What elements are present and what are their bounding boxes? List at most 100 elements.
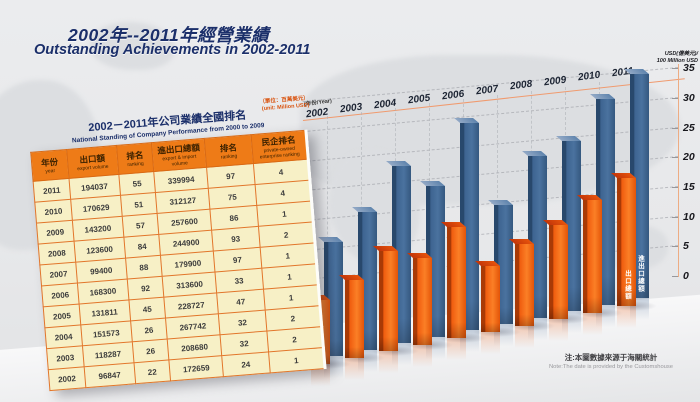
table-cell: 1	[268, 347, 326, 373]
table-cell: 2009	[36, 220, 74, 245]
bar-export-2003	[339, 274, 364, 358]
bar-reflection	[549, 319, 568, 346]
table-cell: 2011	[33, 178, 71, 203]
axis-tick-label: 10	[683, 210, 695, 223]
axis-tick	[672, 276, 678, 277]
bar-shadow	[575, 307, 623, 318]
bar-export-2006	[441, 222, 466, 339]
axis-tick-label: 30	[683, 92, 695, 105]
bar-reflection	[379, 351, 398, 378]
bar-shadow	[439, 333, 487, 344]
table-cell: 2002	[48, 366, 86, 391]
axis-tick	[672, 68, 678, 70]
y-axis-unit-label: USD(億美元)/ 100 Million USD	[638, 51, 698, 64]
data-source-note-en: Note:The date is provided by the Customs…	[548, 364, 674, 370]
year-label: 2010	[577, 69, 601, 84]
data-source-note: 注:本圖數據來源于海關統計 Note:The date is provided …	[524, 352, 698, 370]
bar-top-face	[556, 136, 581, 142]
page-title-zh: 2002年--2011年經營業績	[68, 25, 270, 45]
bar-reflection	[447, 338, 466, 365]
axis-tick-label: 5	[683, 240, 689, 253]
axis-tick	[672, 127, 678, 129]
bar-export-2011: 出口總額	[611, 173, 636, 307]
bar-export-2004	[373, 246, 398, 352]
bar-top-face	[522, 150, 547, 156]
table-cell: 88	[125, 255, 163, 280]
table-cell: 2010	[34, 199, 73, 224]
bar-top-face	[318, 237, 343, 243]
axis-tick-label: 20	[683, 151, 695, 164]
series-label-import-export: 進出口總額	[636, 254, 644, 293]
table-cell: 2003	[46, 345, 85, 370]
table-cell: 26	[131, 338, 170, 363]
column-header: 民企排名 private-owned enterprise ranking	[250, 130, 309, 164]
bar-shadow	[303, 359, 351, 369]
bar-top-face	[352, 206, 377, 212]
page-title-en: Outstanding Achievements in 2002-2011	[34, 42, 311, 58]
bar-top-face	[454, 118, 479, 124]
table-cell: 57	[121, 213, 160, 238]
axis-tick	[672, 98, 678, 100]
bar-shadow	[507, 320, 555, 331]
table-cell: 2005	[43, 303, 81, 328]
column-header: 排名 ranking	[204, 134, 254, 168]
column-header: 排名 ranking	[116, 142, 155, 175]
bar-export-2005	[407, 252, 432, 345]
bar-export-2008	[509, 239, 534, 326]
axis-tick-label: 25	[683, 121, 695, 134]
table-cell: 92	[126, 276, 165, 301]
bar-shadow	[541, 314, 589, 325]
column-header: 出口額 export volume	[66, 145, 119, 179]
bar-reflection	[311, 364, 330, 390]
axis-tick	[672, 216, 678, 218]
bar-shadow	[405, 339, 453, 350]
y-axis-unit-line2: 100 Million USD	[656, 57, 698, 64]
series-label-export: 出口總額	[623, 270, 631, 301]
table-cell: 22	[133, 359, 171, 384]
table-cell: 2007	[39, 262, 78, 286]
bar-top-face	[590, 93, 615, 99]
y-axis-unit-line1: USD(億美元)/	[664, 51, 698, 57]
bar-reflection	[617, 306, 636, 333]
year-label: 2007	[475, 83, 499, 98]
bar-shadow	[337, 352, 385, 363]
bar-reflection	[583, 312, 602, 339]
bar-export-2007	[475, 261, 500, 332]
table-cell: 45	[128, 297, 166, 321]
table-cell: 24	[221, 351, 271, 377]
table-cell: 96847	[84, 362, 136, 388]
axis-tick-label: 0	[683, 270, 689, 282]
table-cell: 26	[130, 318, 168, 342]
year-label: 2008	[509, 79, 533, 93]
y-axis-line	[678, 64, 679, 277]
axis-tick-label: 35	[683, 62, 695, 75]
table-cell: 55	[118, 171, 156, 196]
bar-reflection	[413, 344, 432, 371]
chart-gridline	[302, 126, 679, 162]
bar-reflection	[481, 332, 500, 358]
bar-export-2009	[543, 219, 568, 320]
performance-table: 年份 year 出口額 export volume 排名 ranking 進出口總額 expo…	[30, 129, 327, 392]
bar-top-face	[386, 161, 411, 167]
axis-tick-label: 15	[683, 181, 695, 194]
bar-shadow	[609, 301, 657, 312]
table-cell: 2008	[38, 241, 76, 266]
data-source-note-zh: 注:本圖數據來源于海關統計	[564, 353, 658, 362]
bar-shadow	[371, 346, 419, 357]
year-label: 2005	[407, 92, 431, 107]
performance-table-panel: （單位：百萬美元） (unit: Million USD) 2002－2011年…	[28, 95, 327, 392]
table-cell: 2006	[41, 283, 79, 307]
table-cell: 172659	[169, 355, 224, 381]
column-header: 進出口總額 export & import volume	[151, 138, 207, 172]
bar-reflection	[345, 357, 364, 384]
table-cell: 51	[120, 192, 158, 217]
bar-shadow	[473, 327, 521, 337]
bar-top-face	[420, 180, 445, 186]
year-label: 2009	[543, 74, 567, 89]
bar-reflection	[515, 325, 534, 352]
table-body: 2011 194037 55 339994 97 4 2010 170629 51 312127 7…	[33, 159, 326, 391]
table-cell: 2004	[44, 324, 83, 349]
table-cell: 84	[123, 234, 161, 259]
